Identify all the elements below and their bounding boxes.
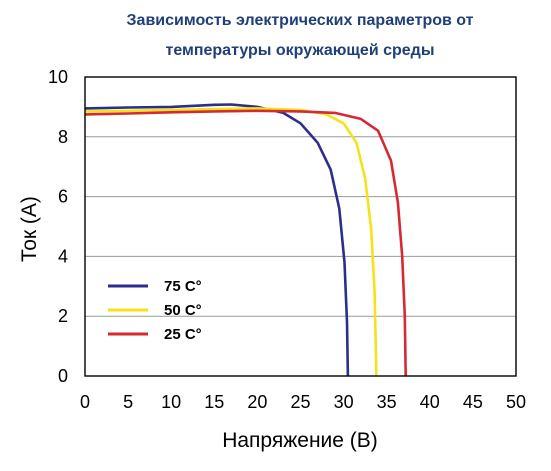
- y-tick-label: 2: [58, 306, 68, 326]
- y-tick-label: 0: [58, 366, 68, 386]
- legend-label: 25 C°: [164, 326, 202, 343]
- x-tick-label: 0: [80, 392, 90, 412]
- y-axis-title: Ток (А): [18, 196, 41, 262]
- series-line: [84, 103, 350, 377]
- x-tick-label: 30: [334, 392, 354, 412]
- legend-label: 75 C°: [164, 278, 202, 295]
- x-tick-label: 35: [377, 392, 397, 412]
- x-tick-label: 5: [123, 392, 133, 412]
- x-tick-label: 40: [420, 392, 440, 412]
- x-tick-label: 50: [506, 392, 526, 412]
- x-tick-label: 10: [161, 392, 181, 412]
- x-axis-title: Напряжение (В): [222, 429, 378, 452]
- y-tick-label: 10: [48, 67, 68, 87]
- x-tick-label: 20: [247, 392, 267, 412]
- series-lines: [84, 103, 407, 377]
- series-line: [84, 107, 378, 377]
- chart-title-line-1: Зависимость электрических параметров от: [127, 12, 474, 29]
- y-tick-label: 6: [58, 187, 68, 207]
- tick-labels: 0 5 10 15 20 25 30 35 40 45 50 0 2 4 6 8 10: [48, 67, 526, 412]
- legend-label: 50 C°: [164, 302, 202, 319]
- y-tick-label: 8: [58, 127, 68, 147]
- series-line: [84, 109, 407, 377]
- x-tick-label: 15: [204, 392, 224, 412]
- y-tick-label: 4: [58, 246, 68, 266]
- plot-frame: [84, 76, 517, 377]
- x-tick-label: 25: [290, 392, 310, 412]
- x-tick-label: 45: [463, 392, 483, 412]
- chart-title-line-2: температуры окружающей среды: [165, 42, 434, 59]
- grid-lines: [85, 136, 516, 317]
- legend: 75 C° 50 C° 25 C°: [108, 278, 202, 343]
